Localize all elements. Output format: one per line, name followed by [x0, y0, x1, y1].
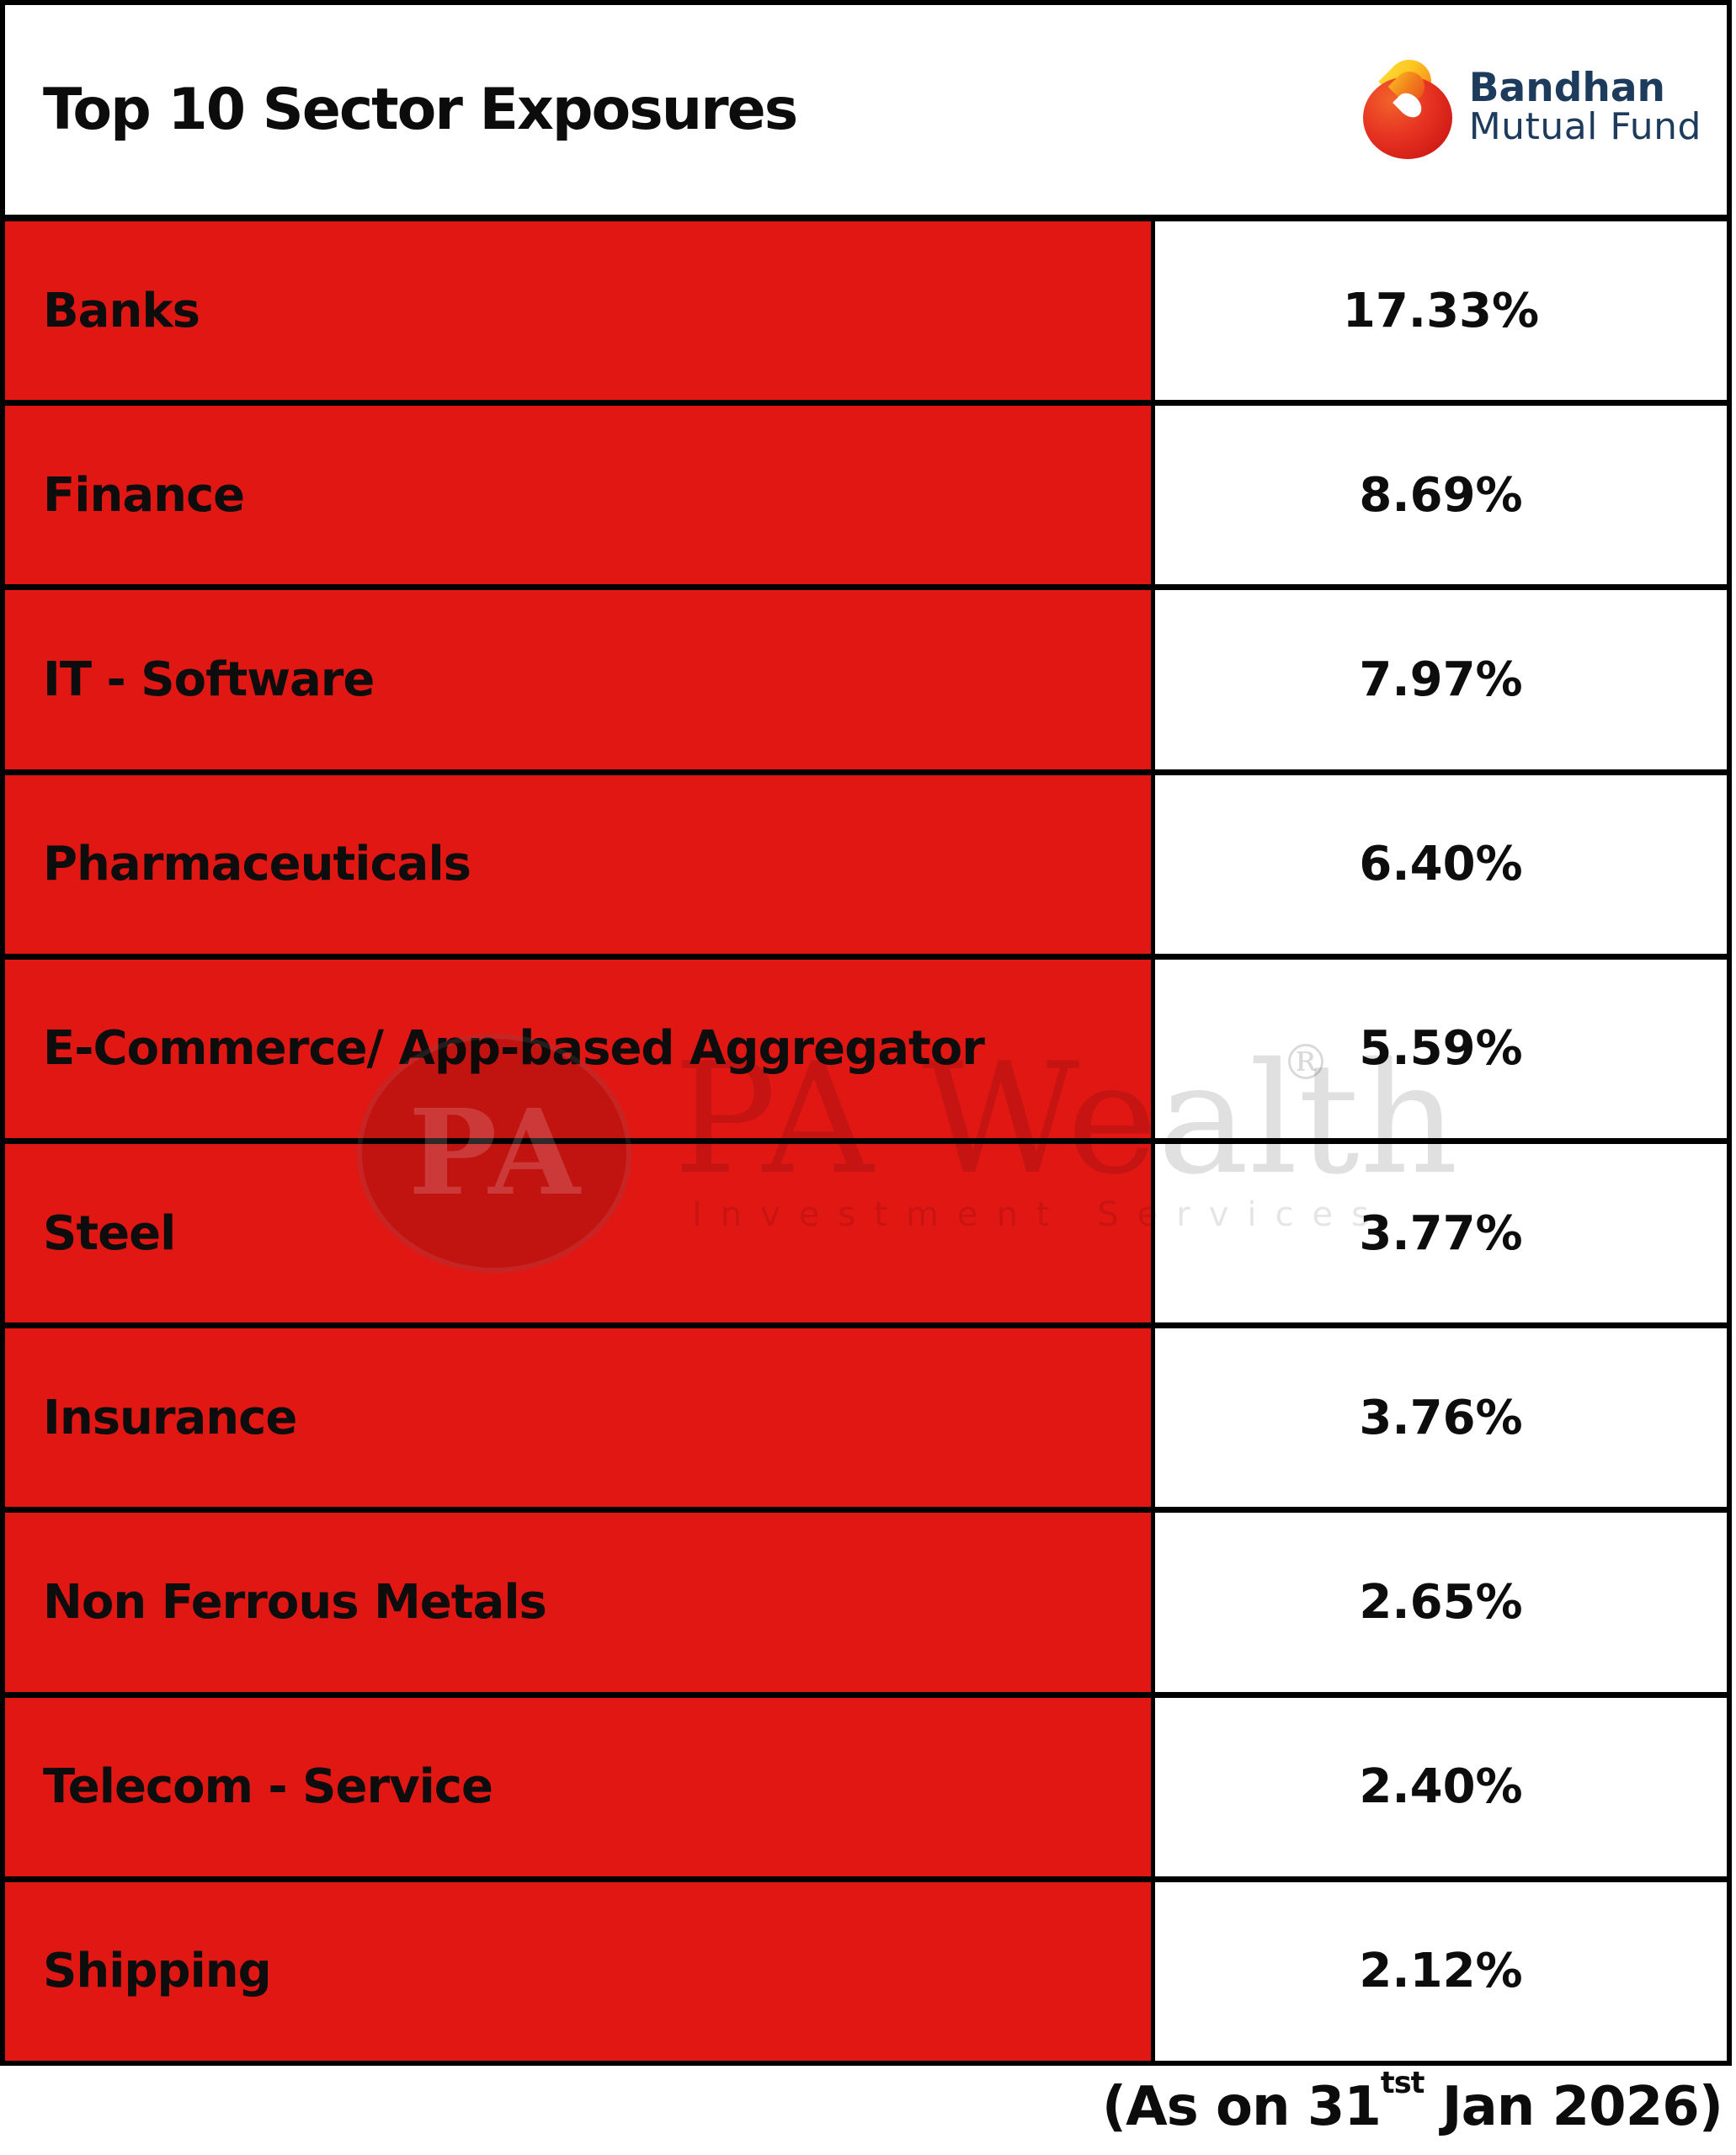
sector-cell: Non Ferrous Metals: [5, 1513, 1151, 1692]
table-row: Insurance 3.76%: [5, 1322, 1727, 1508]
table-row: Banks 17.33%: [5, 221, 1727, 401]
exposure-value: 17.33%: [1342, 283, 1540, 338]
sector-name: Finance: [43, 467, 245, 523]
exposure-cell: 8.69%: [1151, 406, 1727, 585]
exposure-value: 3.76%: [1359, 1390, 1523, 1445]
brand-logo: Bandhan Mutual Fund: [1361, 50, 1701, 161]
exposure-value: 2.12%: [1359, 1944, 1523, 1999]
sector-cell: E-Commerce/ App-based Aggregator: [5, 959, 1151, 1139]
brand-name: Bandhan Mutual Fund: [1469, 68, 1701, 146]
table-row: Steel 3.77%: [5, 1138, 1727, 1323]
exposure-cell: 2.40%: [1151, 1697, 1727, 1876]
exposure-value: 3.77%: [1359, 1205, 1523, 1261]
exposure-value: 7.97%: [1359, 652, 1523, 707]
footer-suffix: Jan 2026): [1424, 2076, 1723, 2138]
as-on-date: (As on 31tst Jan 2026): [1101, 2066, 1723, 2138]
exposure-cell: 6.40%: [1151, 774, 1727, 954]
sector-cell: IT - Software: [5, 590, 1151, 769]
exposure-cell: 17.33%: [1151, 221, 1727, 401]
table-row: Pharmaceuticals 6.40%: [5, 769, 1727, 954]
exposure-cell: 7.97%: [1151, 590, 1727, 769]
brand-name-line2: Mutual Fund: [1468, 105, 1701, 149]
exposure-value: 2.65%: [1359, 1575, 1523, 1631]
exposure-cell: 2.65%: [1151, 1513, 1727, 1692]
sector-cell: Insurance: [5, 1328, 1151, 1508]
sector-name: Telecom - Service: [43, 1759, 493, 1815]
table-header: Top 10 Sector Exposures Bandhan Mutual F…: [5, 5, 1727, 221]
bandhan-flame-icon: [1361, 50, 1457, 161]
table-row: Finance 8.69%: [5, 400, 1727, 585]
sector-name: Pharmaceuticals: [43, 837, 471, 892]
sector-cell: Telecom - Service: [5, 1697, 1151, 1876]
sector-cell: Shipping: [5, 1881, 1151, 2062]
sector-name: Insurance: [43, 1390, 297, 1445]
exposure-cell: 5.59%: [1151, 959, 1727, 1139]
sector-cell: Steel: [5, 1144, 1151, 1323]
table-row: Shipping 2.12%: [5, 1876, 1727, 2062]
sector-name: Banks: [43, 283, 200, 338]
brand-name-line1: Bandhan: [1468, 65, 1665, 112]
sector-name: E-Commerce/ App-based Aggregator: [43, 1021, 985, 1077]
exposure-value: 8.69%: [1359, 467, 1523, 523]
sector-cell: Finance: [5, 406, 1151, 585]
table-body: Banks 17.33% Finance 8.69% IT - Software: [5, 221, 1727, 2062]
exposure-cell: 3.76%: [1151, 1328, 1727, 1508]
sector-name: Steel: [43, 1205, 176, 1261]
sector-cell: Pharmaceuticals: [5, 774, 1151, 954]
sector-name: Shipping: [43, 1944, 272, 1999]
exposure-value: 2.40%: [1359, 1759, 1523, 1815]
exposure-value: 6.40%: [1359, 837, 1523, 892]
table-row: Telecom - Service 2.40%: [5, 1691, 1727, 1876]
sector-cell: Banks: [5, 221, 1151, 401]
exposure-cell: 3.77%: [1151, 1144, 1727, 1323]
page-title: Top 10 Sector Exposures: [43, 77, 798, 143]
table-row: IT - Software 7.97%: [5, 584, 1727, 769]
sector-name: IT - Software: [43, 652, 375, 707]
footer-superscript: tst: [1380, 2065, 1425, 2100]
sector-name: Non Ferrous Metals: [43, 1575, 547, 1631]
exposure-cell: 2.12%: [1151, 1881, 1727, 2062]
table-row: E-Commerce/ App-based Aggregator 5.59%: [5, 953, 1727, 1139]
exposure-value: 5.59%: [1359, 1021, 1523, 1077]
footer-prefix: (As on 31: [1101, 2076, 1382, 2138]
sector-exposure-table: Top 10 Sector Exposures Bandhan Mutual F…: [0, 0, 1732, 2066]
table-row: Non Ferrous Metals 2.65%: [5, 1507, 1727, 1692]
